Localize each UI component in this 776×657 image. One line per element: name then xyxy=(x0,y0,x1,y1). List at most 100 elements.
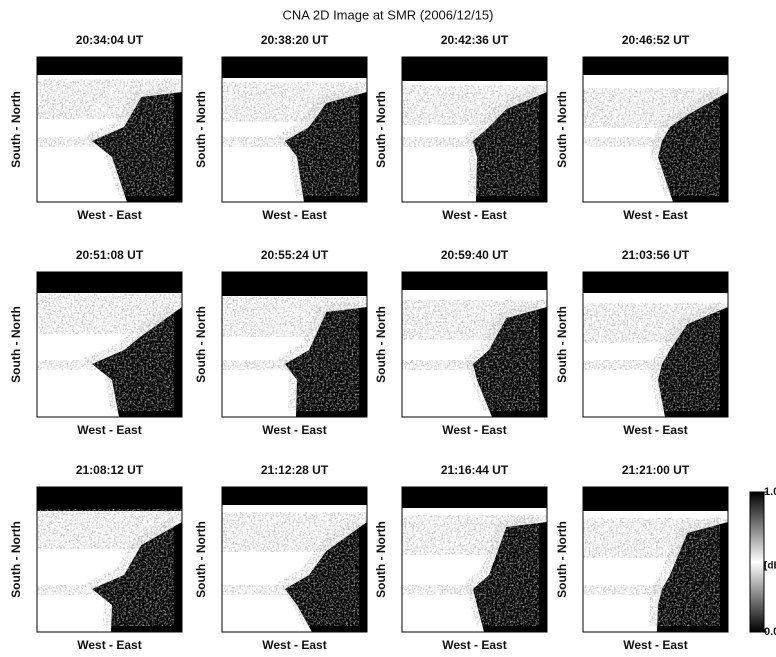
dark-top xyxy=(583,272,728,293)
image-frame xyxy=(36,486,183,633)
y-axis-label: South - North xyxy=(9,91,23,168)
y-axis-label: South - North xyxy=(374,91,388,168)
dark-region-speckle xyxy=(465,86,539,196)
dark-top xyxy=(402,57,547,81)
image-frame xyxy=(36,56,183,203)
speckle-line xyxy=(37,360,124,370)
dark-top xyxy=(37,487,182,511)
speckle-line xyxy=(583,137,670,147)
colorbar xyxy=(749,491,765,633)
panel-time: 21:03:56 UT xyxy=(622,248,690,262)
image-frame xyxy=(582,56,729,203)
panel-image xyxy=(36,271,183,418)
x-axis-label: West - East xyxy=(77,638,141,652)
dark-top xyxy=(583,487,728,511)
panel-image xyxy=(221,56,368,203)
panel-image xyxy=(221,271,368,418)
y-axis-label: South - North xyxy=(194,91,208,168)
speckle-line xyxy=(37,137,124,147)
image-frame xyxy=(36,271,183,418)
dark-top xyxy=(222,272,367,296)
dark-region-speckle xyxy=(649,516,720,626)
x-axis-label: West - East xyxy=(262,208,326,222)
image-frame xyxy=(221,486,368,633)
panel-time: 21:08:12 UT xyxy=(76,463,144,477)
dark-top xyxy=(37,272,182,293)
panel-image xyxy=(36,56,183,203)
speckle-line xyxy=(222,585,309,595)
x-axis-label: West - East xyxy=(623,423,687,437)
speckle-line xyxy=(402,585,489,595)
image-frame xyxy=(401,271,548,418)
panel-time: 20:34:04 UT xyxy=(76,33,144,47)
speckle-line xyxy=(583,360,670,370)
panel-time: 20:51:08 UT xyxy=(76,248,144,262)
y-axis-label: South - North xyxy=(555,521,569,598)
dark-region-speckle xyxy=(650,86,720,196)
image-frame xyxy=(401,56,548,203)
y-axis-label: South - North xyxy=(194,521,208,598)
colorbar-unit: [dB] xyxy=(764,561,776,572)
panel-image xyxy=(221,486,368,633)
panel-time: 21:16:44 UT xyxy=(441,463,509,477)
x-axis-label: West - East xyxy=(77,208,141,222)
x-axis-label: West - East xyxy=(623,638,687,652)
y-axis-label: South - North xyxy=(374,521,388,598)
dark-region-speckle xyxy=(465,301,539,411)
x-axis-label: West - East xyxy=(262,638,326,652)
y-axis-label: South - North xyxy=(555,91,569,168)
figure-title: CNA 2D Image at SMR (2006/12/15) xyxy=(283,7,494,22)
x-axis-label: West - East xyxy=(77,423,141,437)
dark-region-speckle xyxy=(84,86,174,196)
speckle-line xyxy=(583,585,670,595)
dark-top xyxy=(583,57,728,75)
panel-image xyxy=(401,56,548,203)
dark-region-speckle xyxy=(277,516,359,626)
x-axis-label: West - East xyxy=(262,423,326,437)
dark-top xyxy=(402,272,547,290)
panel-time: 21:21:00 UT xyxy=(622,463,690,477)
y-axis-label: South - North xyxy=(9,521,23,598)
speckle-line xyxy=(222,360,309,370)
panel-image xyxy=(582,271,729,418)
x-axis-label: West - East xyxy=(442,208,506,222)
dark-region-speckle xyxy=(465,516,539,626)
x-axis-label: West - East xyxy=(623,208,687,222)
panel-time: 20:38:20 UT xyxy=(261,33,329,47)
x-axis-label: West - East xyxy=(442,638,506,652)
colorbar-tick-label: 0.0 xyxy=(764,626,776,638)
dark-region-speckle xyxy=(277,301,359,411)
colorbar-tick-label: 1.0 xyxy=(764,486,776,498)
image-frame xyxy=(582,486,729,633)
speckle-line xyxy=(37,585,124,595)
y-axis-label: South - North xyxy=(9,306,23,383)
panel-image xyxy=(582,486,729,633)
dark-top xyxy=(222,57,367,78)
y-axis-label: South - North xyxy=(194,306,208,383)
panel-image xyxy=(401,271,548,418)
dark-region-speckle xyxy=(277,86,359,196)
dark-region-speckle xyxy=(650,301,720,411)
image-frame xyxy=(221,271,368,418)
panel-time: 20:46:52 UT xyxy=(622,33,690,47)
dark-top xyxy=(402,487,547,508)
x-axis-label: West - East xyxy=(442,423,506,437)
dark-top xyxy=(222,487,367,505)
panel-image xyxy=(36,486,183,633)
dark-top xyxy=(37,57,182,75)
y-axis-label: South - North xyxy=(555,306,569,383)
dark-region-speckle xyxy=(84,301,174,411)
y-axis-label: South - North xyxy=(374,306,388,383)
panel-time: 20:42:36 UT xyxy=(441,33,509,47)
image-frame xyxy=(401,486,548,633)
panel-time: 20:55:24 UT xyxy=(261,248,329,262)
speckle-line xyxy=(402,360,489,370)
panel-time: 20:59:40 UT xyxy=(441,248,509,262)
panel-image xyxy=(582,56,729,203)
speckle-line xyxy=(402,137,489,147)
speckle-line xyxy=(222,137,309,147)
panel-image xyxy=(401,486,548,633)
panel-time: 21:12:28 UT xyxy=(261,463,329,477)
dark-region-speckle xyxy=(84,516,174,626)
